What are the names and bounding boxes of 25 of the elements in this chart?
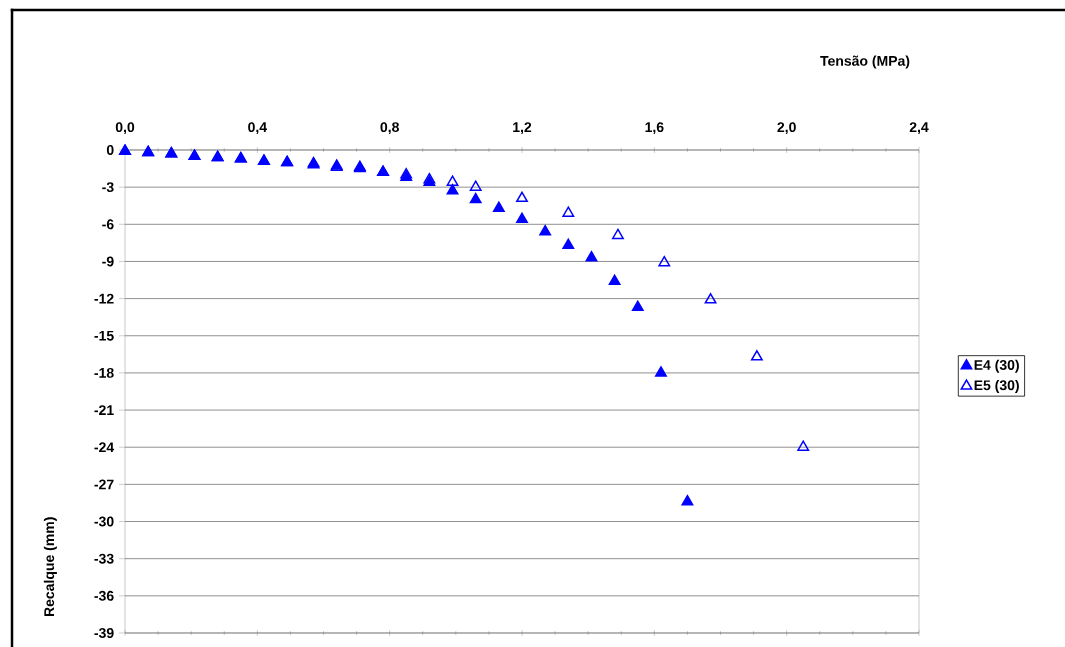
y-axis-title: Recalque (mm) (43, 517, 57, 617)
y-tick-label: -39 (94, 628, 114, 638)
x-tick-label: 0,4 (248, 122, 267, 135)
y-tick-label: -27 (94, 479, 114, 490)
x-tick-label: 0,8 (380, 122, 399, 135)
x-tick-label: 1,2 (513, 122, 532, 135)
x-tick-label: 2,4 (909, 122, 929, 135)
y-tick-label: -9 (102, 256, 114, 267)
y-tick-label: -33 (94, 553, 114, 564)
y-tick-label: -15 (94, 330, 114, 341)
y-tick-label: -3 (102, 182, 114, 193)
y-tick-label: -6 (102, 219, 114, 230)
x-tick-label: 2,0 (777, 122, 796, 135)
y-tick-label: -36 (94, 590, 114, 601)
y-tick-label: -24 (94, 442, 115, 453)
y-tick-label: -30 (94, 516, 114, 527)
y-tick-label: -21 (94, 405, 114, 415)
x-axis-title: Tensão (MPa) (820, 55, 910, 69)
y-tick-label: -18 (94, 367, 114, 378)
legend-label: E5 (30) (974, 379, 1019, 393)
y-tick-label: -12 (94, 293, 114, 304)
legend-label: E4 (30) (974, 359, 1019, 373)
x-tick-label: 1,6 (645, 122, 664, 135)
y-tick-label: 0 (106, 145, 114, 155)
x-tick-label: 0,0 (115, 122, 135, 135)
